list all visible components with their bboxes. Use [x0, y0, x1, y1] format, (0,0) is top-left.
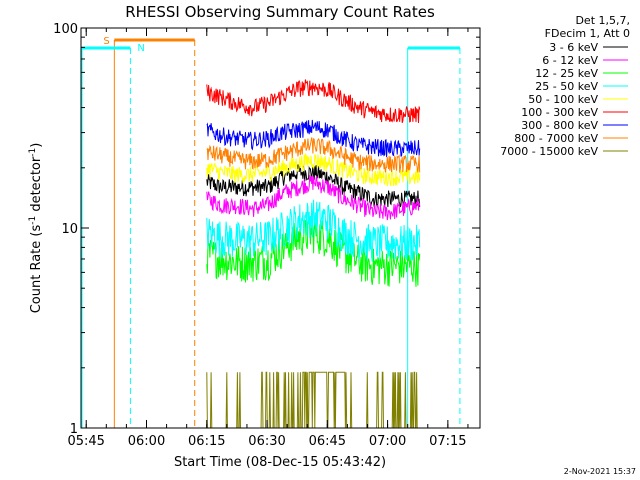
series-line-2 — [206, 217, 421, 287]
legend-label-2: 12 - 25 keV — [535, 67, 598, 80]
x-axis: 05:45 06:00 06:15 06:30 06:45 07:00 07:15 — [67, 28, 469, 449]
y-tick-label: 10 — [61, 222, 78, 237]
series-line-5 — [206, 79, 421, 124]
x-tick-label: 06:00 — [128, 434, 165, 449]
legend-header-2: FDecim 1, Att 0 — [545, 27, 630, 40]
legend-label-1: 6 - 12 keV — [542, 54, 598, 67]
y-axis-label-sup2: -1 — [28, 148, 38, 157]
legend-label-6: 300 - 800 keV — [521, 119, 598, 132]
y-axis-label: Count Rate (s-1 detector-1) — [28, 143, 44, 314]
timestamp: 2-Nov-2021 15:37 — [564, 467, 636, 476]
annotation-layer: SN — [81, 36, 461, 428]
legend-label-8: 7000 - 15000 keV — [500, 145, 598, 158]
series-line-3 — [206, 199, 421, 262]
x-tick-label: 06:45 — [309, 434, 346, 449]
series-line-4 — [206, 153, 421, 187]
legend-label-3: 25 - 50 keV — [535, 80, 598, 93]
series-line-6 — [206, 119, 421, 158]
legend-label-5: 100 - 300 keV — [521, 106, 598, 119]
y-axis-label-part3: ) — [29, 143, 44, 148]
x-tick-label: 07:00 — [369, 434, 406, 449]
series-line-8 — [206, 371, 420, 429]
series-line-7 — [206, 137, 421, 173]
x-tick-label: 05:45 — [67, 434, 104, 449]
y-axis-label-part1: Count Rate (s — [29, 225, 44, 314]
x-tick-label: 06:30 — [248, 434, 285, 449]
y-axis-label-sup1: -1 — [28, 216, 38, 225]
chart-title: RHESSI Observing Summary Count Rates — [125, 3, 435, 21]
night-label: N — [137, 43, 144, 54]
y-axis-label-part2: detector — [29, 156, 44, 216]
x-tick-label: 06:15 — [188, 434, 225, 449]
legend-header-1: Det 1,5,7, — [575, 14, 630, 27]
legend-label-7: 800 - 7000 keV — [514, 132, 598, 145]
legend-label-4: 50 - 100 keV — [528, 93, 598, 106]
x-tick-label: 07:15 — [429, 434, 466, 449]
x-axis-label: Start Time (08-Dec-15 05:43:42) — [174, 455, 386, 470]
y-tick-label: 1 — [70, 422, 78, 437]
y-tick-label: 100 — [53, 22, 78, 37]
series-layer — [206, 79, 421, 429]
saa-label: S — [103, 36, 109, 47]
y-axis: 1 10 100 — [53, 22, 480, 437]
series-line-1 — [206, 175, 421, 221]
legend-label-0: 3 - 6 keV — [549, 41, 598, 54]
